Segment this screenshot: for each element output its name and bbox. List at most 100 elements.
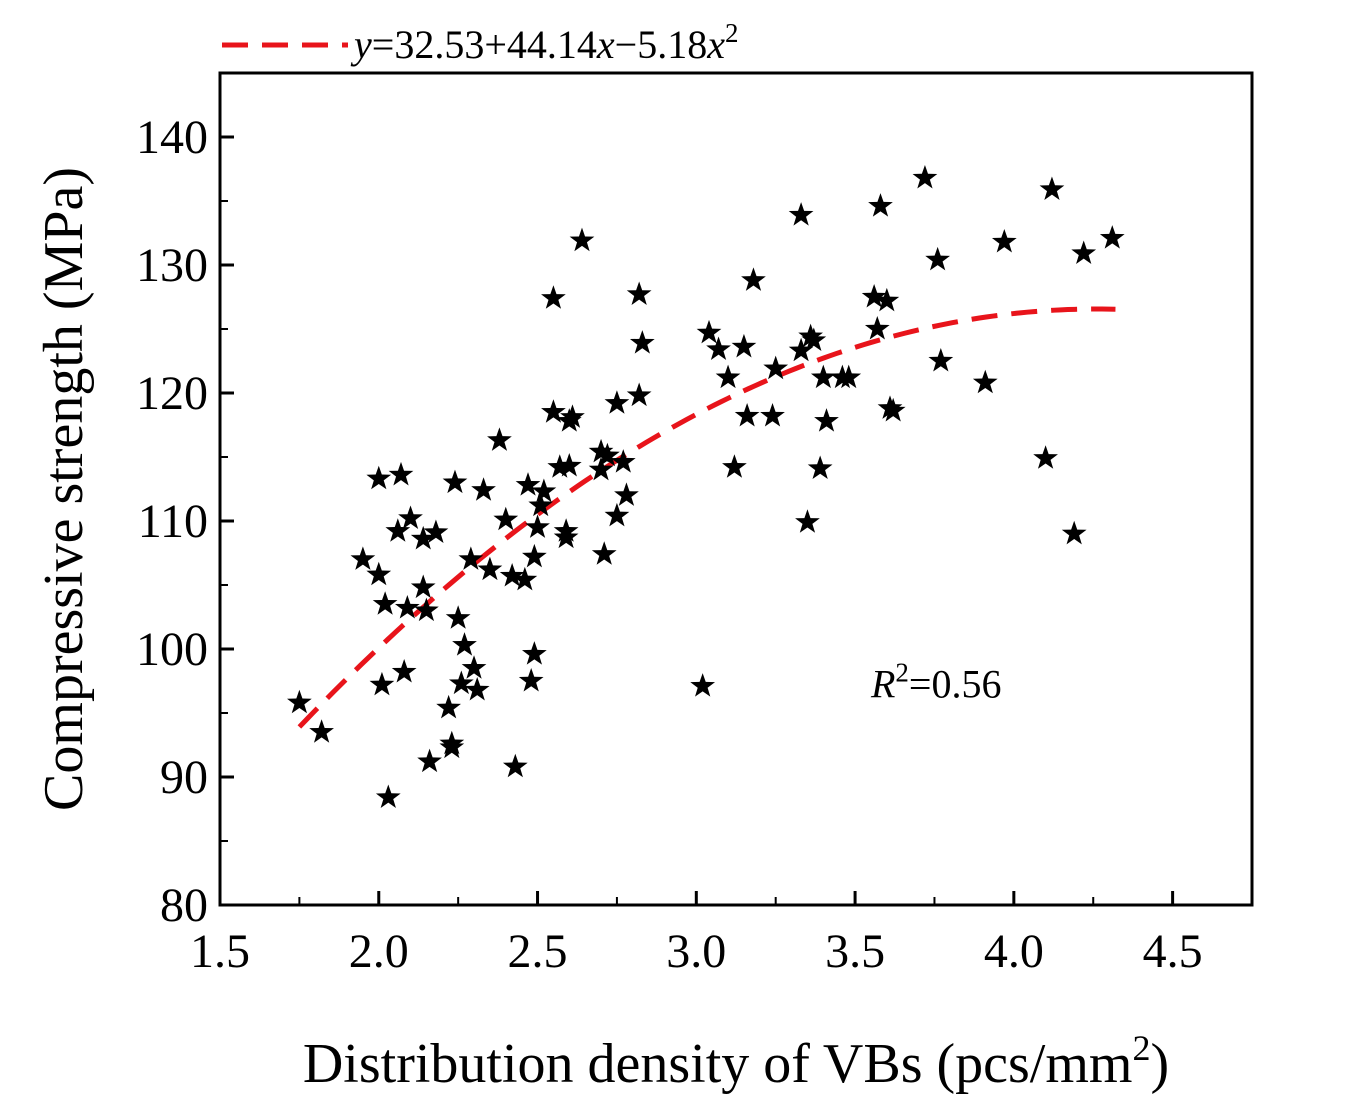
data-point (588, 438, 614, 463)
data-point (375, 784, 401, 808)
data-point (410, 525, 436, 550)
y-tick-label: 130 (136, 239, 208, 292)
y-tick-label: 80 (160, 879, 208, 932)
data-point (287, 689, 312, 714)
x-tick-label: 4.5 (1143, 925, 1203, 978)
data-point (788, 202, 814, 226)
data-point (410, 574, 436, 599)
data-point (528, 492, 554, 517)
data-point (868, 193, 893, 217)
data-point (493, 506, 519, 531)
y-axis-title: Compressive strength (MPa) (33, 167, 95, 811)
data-point (861, 284, 887, 308)
data-point (928, 348, 954, 372)
data-point (795, 509, 820, 533)
data-point (448, 670, 474, 695)
data-point (366, 561, 392, 586)
y-tick-label: 120 (136, 367, 208, 420)
data-point (788, 337, 814, 362)
data-point (706, 336, 731, 360)
data-point (531, 478, 557, 503)
fit-curve (297, 306, 1116, 729)
data-point (525, 514, 550, 538)
data-point (912, 164, 938, 189)
plot-frame (218, 71, 1254, 907)
r-squared-annotation: R2=0.56 (870, 658, 1002, 707)
x-tick-label: 3.0 (666, 925, 726, 978)
x-tick-label: 2.0 (349, 925, 409, 978)
data-point (391, 659, 417, 683)
data-point (487, 427, 512, 451)
data-point (801, 327, 827, 352)
data-point (610, 449, 636, 473)
x-axis-title: Distribution density of VBs (pcs/mm2) (303, 1028, 1169, 1095)
data-point (626, 281, 652, 305)
data-point (925, 246, 950, 271)
data-point (595, 442, 620, 467)
data-point (614, 482, 639, 506)
data-point (398, 505, 423, 529)
data-point (499, 563, 525, 587)
data-point (604, 502, 630, 527)
data-point (1071, 240, 1097, 264)
data-point (522, 543, 547, 568)
data-point (461, 655, 487, 679)
fit-curve-group (297, 306, 1116, 729)
data-points (287, 164, 1125, 808)
data-point (972, 369, 998, 394)
data-point (763, 355, 789, 380)
data-point (385, 518, 411, 542)
data-point (1039, 176, 1065, 200)
data-point (864, 316, 890, 340)
y-tick-label: 110 (138, 495, 208, 548)
y-tick-label: 100 (136, 623, 208, 676)
data-point (471, 477, 496, 501)
data-point (760, 403, 785, 427)
legend: y=32.53+44.14x−5.18x2 (222, 18, 738, 67)
data-point (512, 566, 538, 591)
x-tick-label: 1.5 (190, 925, 250, 978)
data-point (464, 676, 490, 701)
data-point (810, 364, 836, 389)
data-point (690, 673, 716, 697)
data-point (439, 734, 465, 759)
y-tick-label: 90 (160, 751, 208, 804)
data-point (734, 403, 760, 427)
data-point (458, 546, 484, 570)
data-point (452, 632, 477, 656)
data-point (442, 469, 468, 494)
data-point (414, 597, 439, 622)
data-point (798, 323, 823, 348)
data-point (436, 694, 461, 719)
data-point (388, 461, 414, 486)
data-point (522, 641, 547, 665)
data-point (417, 748, 442, 773)
data-point (807, 455, 833, 480)
data-point (553, 524, 579, 549)
data-point (588, 456, 614, 481)
data-point (477, 556, 503, 581)
x-tick-label: 4.0 (984, 925, 1044, 978)
data-point (836, 364, 862, 389)
data-point (541, 285, 566, 309)
data-point (991, 228, 1017, 253)
data-point (1033, 445, 1058, 469)
x-tick-label: 2.5 (508, 925, 568, 978)
data-point (591, 541, 617, 565)
data-point (880, 397, 906, 422)
data-point (629, 330, 655, 354)
data-point (722, 454, 747, 478)
data-point (560, 404, 585, 428)
data-point (741, 267, 766, 291)
axis-ticks: 1.5 2.0 2.5 3.0 3.5 4.0 4.5 80 90 100 110 120 130 140 (136, 111, 1203, 978)
data-point (1099, 225, 1125, 249)
data-point (394, 595, 420, 619)
data-point (696, 319, 722, 344)
data-point (541, 399, 566, 423)
data-point (626, 382, 652, 407)
data-point (814, 408, 839, 432)
data-point (515, 472, 541, 496)
data-point (350, 546, 376, 570)
y-tick-label: 140 (136, 111, 208, 164)
